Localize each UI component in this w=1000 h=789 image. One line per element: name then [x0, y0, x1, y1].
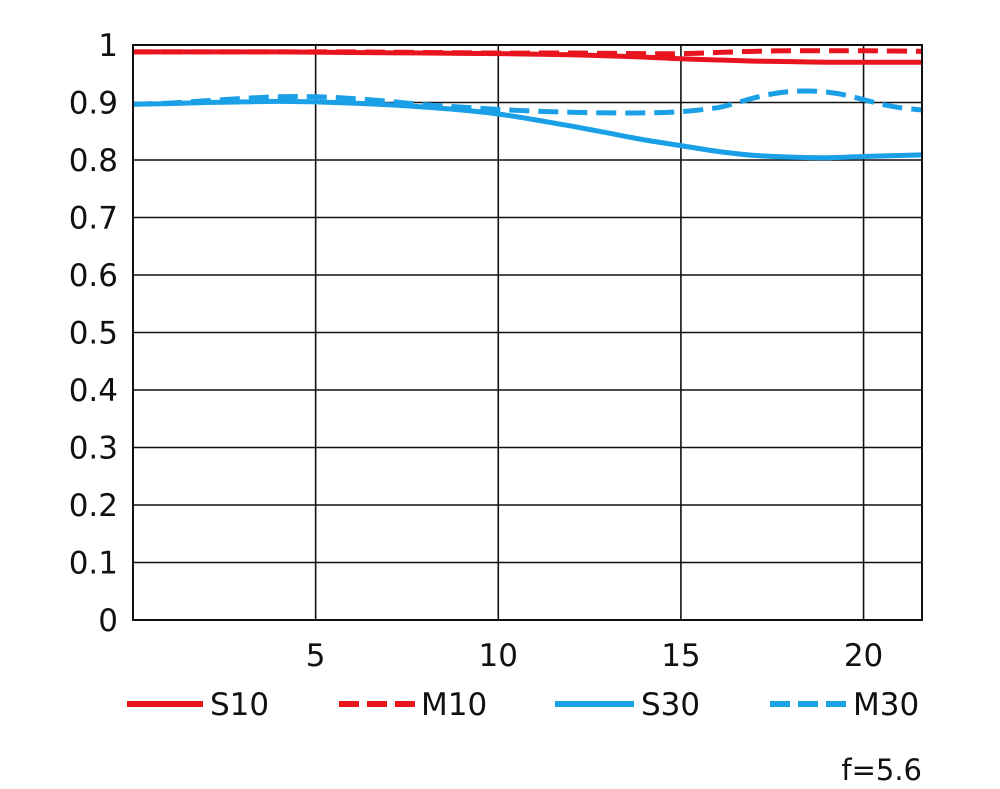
legend-label-m10: M10 — [421, 687, 487, 723]
plot-frame — [132, 44, 923, 621]
series-line-m10 — [133, 48, 922, 57]
y-tick-label: 0.8 — [69, 143, 118, 179]
legend: S10 M10 S30 M30 — [127, 687, 919, 723]
legend-label-s10: S10 — [210, 687, 269, 723]
y-tick-label: 0.6 — [69, 258, 118, 294]
y-tick-label: 1 — [98, 28, 118, 64]
y-tick-label: 0.7 — [69, 201, 118, 237]
legend-label-m30: M30 — [853, 687, 919, 723]
grid-lines — [133, 44, 922, 621]
y-tick-label: 0.3 — [69, 431, 118, 467]
y-tick-labels: 0 0.1 0.2 0.3 0.4 0.5 0.6 0.7 0.8 0.9 1 — [69, 28, 118, 639]
x-tick-label: 15 — [661, 638, 700, 674]
y-tick-label: 0.1 — [69, 546, 118, 582]
aperture-annotation: f=5.6 — [841, 753, 922, 787]
series-line-m30 — [133, 88, 922, 116]
y-tick-label: 0.9 — [69, 86, 118, 122]
x-tick-label: 10 — [479, 638, 518, 674]
y-tick-label: 0.4 — [69, 373, 118, 409]
series-line-s30 — [133, 98, 922, 161]
y-tick-label: 0 — [98, 603, 118, 639]
y-tick-label: 0.2 — [69, 488, 118, 524]
x-tick-label: 5 — [306, 638, 326, 674]
y-tick-label: 0.5 — [69, 316, 118, 352]
x-tick-labels: 5 10 15 20 — [306, 638, 884, 674]
legend-label-s30: S30 — [641, 687, 700, 723]
series-layer — [133, 48, 922, 161]
x-tick-label: 20 — [844, 638, 883, 674]
